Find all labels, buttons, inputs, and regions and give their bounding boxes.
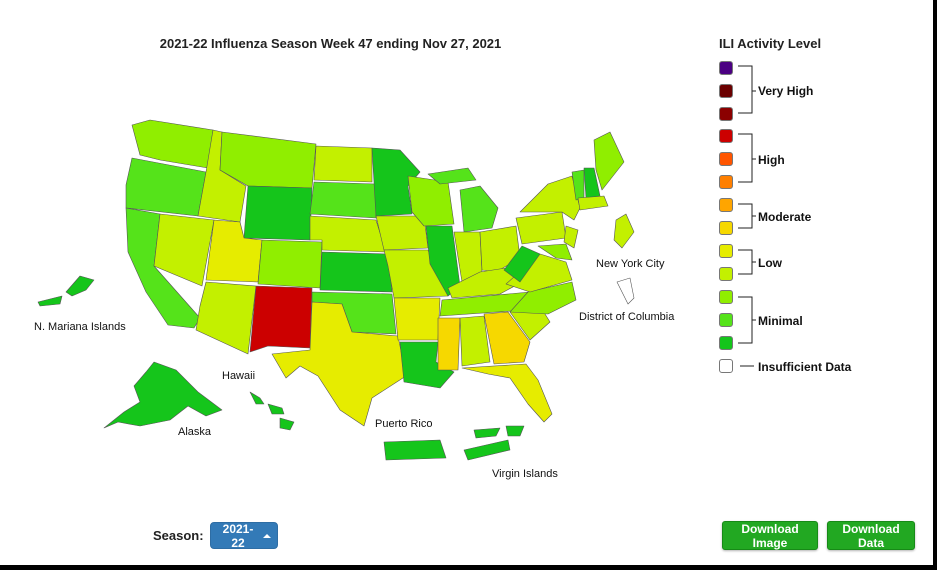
- legend-swatch: [719, 175, 733, 189]
- state-south-dakota[interactable]: [309, 181, 377, 219]
- legend-swatch: [719, 107, 733, 121]
- state-iowa[interactable]: [375, 215, 429, 251]
- state-oregon[interactable]: [125, 157, 207, 217]
- state-nebraska[interactable]: [309, 215, 387, 253]
- map-title: 2021-22 Influenza Season Week 47 ending …: [159, 36, 502, 51]
- state-pennsylvania[interactable]: [515, 211, 567, 245]
- state-arizona[interactable]: [195, 281, 257, 355]
- us-states-map: N. Mariana Islands Hawaii Alaska Puerto …: [34, 119, 675, 480]
- download-data-button[interactable]: Download Data: [827, 521, 915, 550]
- legend-swatch: [719, 313, 733, 327]
- state-georgia[interactable]: [483, 311, 531, 365]
- legend-label-minimal: Minimal: [758, 314, 803, 328]
- legend-swatch: [719, 290, 733, 304]
- legend-swatch: [719, 152, 733, 166]
- legend-swatch: [719, 129, 733, 143]
- state-north-dakota[interactable]: [313, 145, 373, 183]
- state-west-virginia[interactable]: [503, 245, 541, 283]
- alaska-shape[interactable]: [103, 361, 223, 429]
- legend-swatch: [719, 244, 733, 258]
- label-puerto-rico: Puerto Rico: [375, 418, 432, 430]
- state-arkansas[interactable]: [393, 297, 441, 341]
- legend-swatch: [719, 198, 733, 212]
- legend-swatch: [719, 336, 733, 350]
- state-maine[interactable]: [593, 131, 625, 191]
- state-kansas[interactable]: [319, 251, 393, 293]
- season-value: 2021-22: [222, 521, 254, 550]
- legend-swatch: [719, 84, 733, 98]
- label-dc: District of Columbia: [579, 311, 675, 323]
- legend-label-high: High: [758, 153, 785, 167]
- legend-swatch: [719, 221, 733, 235]
- label-alaska: Alaska: [178, 426, 212, 438]
- legend-label-moderate: Moderate: [758, 210, 812, 224]
- legend-label-very-high: Very High: [758, 84, 814, 98]
- virgin-islands-shape[interactable]: [463, 425, 525, 461]
- caret-up-icon: [263, 533, 271, 538]
- state-wyoming[interactable]: [243, 185, 313, 241]
- season-label: Season:: [153, 528, 204, 543]
- label-virgin-islands: Virgin Islands: [492, 468, 558, 480]
- state-maryland[interactable]: [537, 243, 573, 261]
- nyc-shape[interactable]: [616, 277, 635, 305]
- legend-label-low: Low: [758, 256, 782, 270]
- puerto-rico-shape[interactable]: [383, 439, 447, 461]
- state-florida[interactable]: [461, 363, 553, 423]
- state-mississippi[interactable]: [437, 317, 461, 371]
- label-hawaii: Hawaii: [222, 370, 255, 382]
- download-image-button[interactable]: Download Image: [722, 521, 818, 550]
- legend-swatch: [719, 267, 733, 281]
- state-new-hampshire[interactable]: [583, 167, 601, 199]
- state-colorado[interactable]: [257, 239, 323, 289]
- state-massachusetts[interactable]: [577, 195, 609, 211]
- state-north-carolina[interactable]: [509, 281, 577, 315]
- mariana-shape[interactable]: [37, 275, 95, 307]
- state-texas[interactable]: [271, 301, 407, 427]
- season-dropdown-button[interactable]: 2021-22: [210, 521, 278, 550]
- state-alabama[interactable]: [459, 315, 491, 367]
- state-nevada[interactable]: [153, 213, 215, 287]
- legend-swatch: [719, 61, 733, 75]
- state-new-jersey[interactable]: [563, 225, 579, 249]
- state-rhode-island-islands[interactable]: [613, 213, 635, 249]
- state-michigan[interactable]: [427, 167, 499, 233]
- label-nyc: New York City: [596, 258, 665, 270]
- hawaii-shape[interactable]: [249, 391, 295, 431]
- label-mariana: N. Mariana Islands: [34, 321, 126, 333]
- legend-title: ILI Activity Level: [719, 36, 822, 51]
- legend-swatch: [719, 359, 733, 373]
- legend-label-insufficient: Insufficient Data: [758, 360, 852, 374]
- state-new-mexico[interactable]: [249, 285, 313, 353]
